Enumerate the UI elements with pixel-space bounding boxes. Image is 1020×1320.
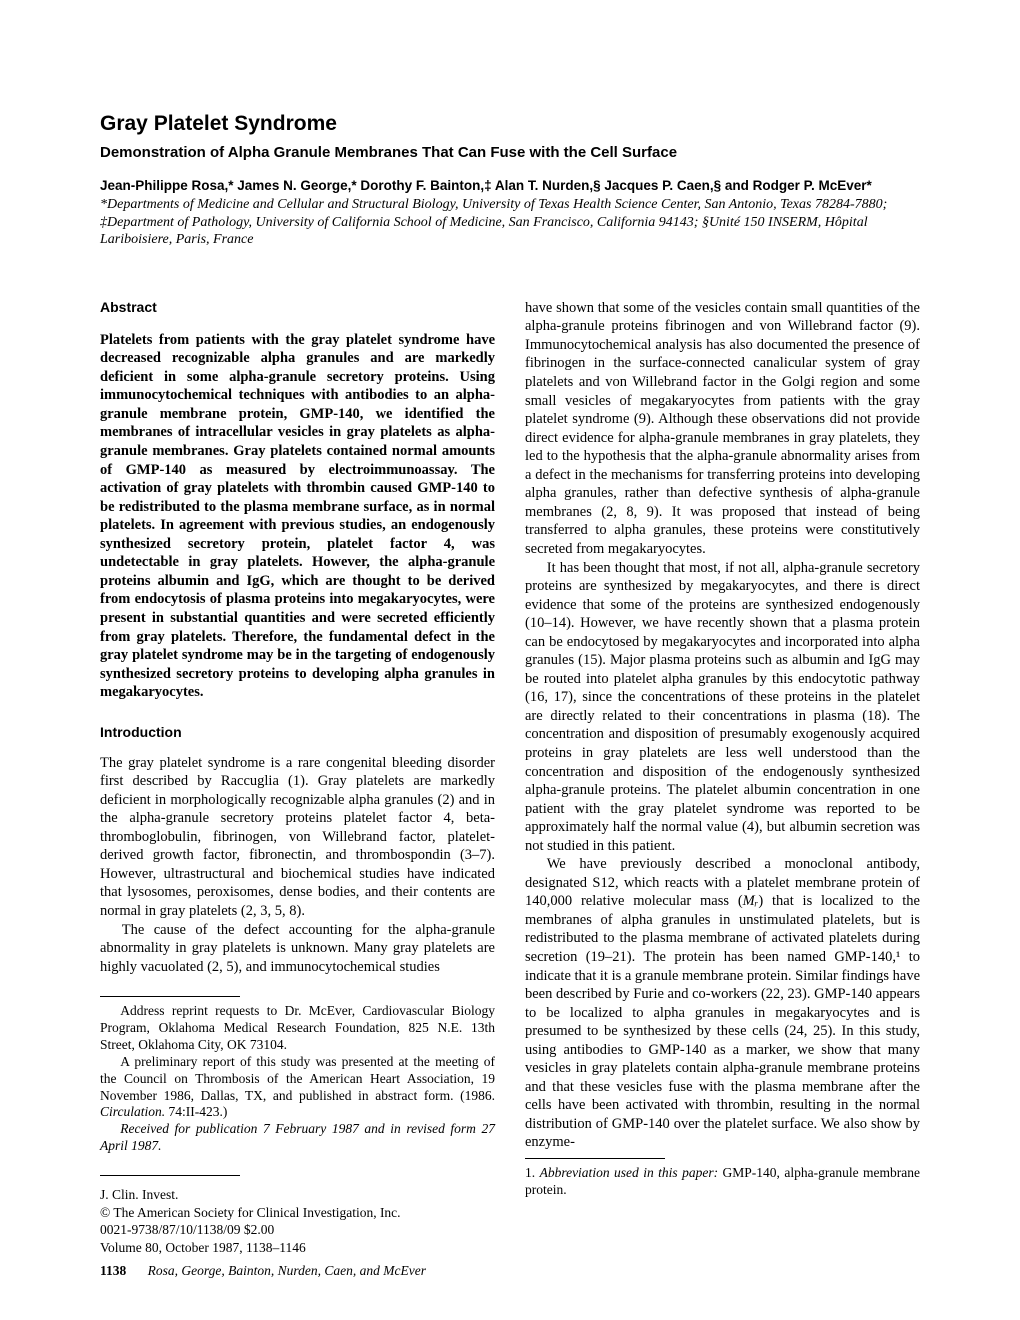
left-column: Abstract Platelets from patients with th…: [100, 299, 495, 1256]
footnote-block-left: Address reprint requests to Dr. McEver, …: [100, 1003, 495, 1155]
journal-name: J. Clin. Invest.: [100, 1186, 495, 1204]
article-title: Gray Platelet Syndrome: [100, 110, 920, 137]
two-column-body: Abstract Platelets from patients with th…: [100, 299, 920, 1256]
footnote-separator: [100, 996, 240, 997]
journal-info: J. Clin. Invest. © The American Society …: [100, 1186, 495, 1256]
page-footer: 1138 Rosa, George, Bainton, Nurden, Caen…: [100, 1262, 426, 1280]
volume-line: Volume 80, October 1987, 1138–1146: [100, 1239, 495, 1257]
intro-paragraph-1: The gray platelet syndrome is a rare con…: [100, 754, 495, 921]
right-column: have shown that some of the vesicles con…: [525, 299, 920, 1256]
footnote-prelim-text-a: A preliminary report of this study was p…: [100, 1054, 495, 1103]
right-paragraph-3: We have previously described a monoclona…: [525, 855, 920, 1152]
footnote-prelim-text-b: 74:II-423.): [165, 1104, 227, 1119]
affiliations: *Departments of Medicine and Cellular an…: [100, 196, 920, 249]
issn-line: 0021-9738/87/10/1138/09 $2.00: [100, 1221, 495, 1239]
authors-list: Jean-Philippe Rosa,* James N. George,* D…: [100, 177, 920, 195]
page-number: 1138: [100, 1263, 126, 1278]
abbreviation-label: Abbreviation used in this paper:: [540, 1165, 719, 1180]
abbreviation-separator: [525, 1158, 665, 1159]
footnote-received: Received for publication 7 February 1987…: [100, 1121, 495, 1155]
introduction-heading: Introduction: [100, 724, 495, 742]
footer-authors: Rosa, George, Bainton, Nurden, Caen, and…: [148, 1263, 426, 1278]
footnote-journal-name: Circulation.: [100, 1104, 165, 1119]
right-paragraph-1: have shown that some of the vesicles con…: [525, 299, 920, 559]
intro-paragraph-2: The cause of the defect accounting for t…: [100, 921, 495, 977]
right-p3-text-b: ) that is localized to the membranes of …: [525, 893, 920, 1150]
footnote-address: Address reprint requests to Dr. McEver, …: [100, 1003, 495, 1054]
article-subtitle: Demonstration of Alpha Granule Membranes…: [100, 143, 920, 163]
journal-separator: [100, 1175, 240, 1176]
copyright-line: © The American Society for Clinical Inve…: [100, 1204, 495, 1222]
footnote-preliminary: A preliminary report of this study was p…: [100, 1054, 495, 1122]
abstract-text: Platelets from patients with the gray pl…: [100, 331, 495, 702]
molecular-mass-symbol: Mᵣ: [743, 893, 759, 909]
right-paragraph-2: It has been thought that most, if not al…: [525, 559, 920, 856]
abbreviation-footnote: 1. Abbreviation used in this paper: GMP-…: [525, 1165, 920, 1199]
abstract-heading: Abstract: [100, 299, 495, 317]
